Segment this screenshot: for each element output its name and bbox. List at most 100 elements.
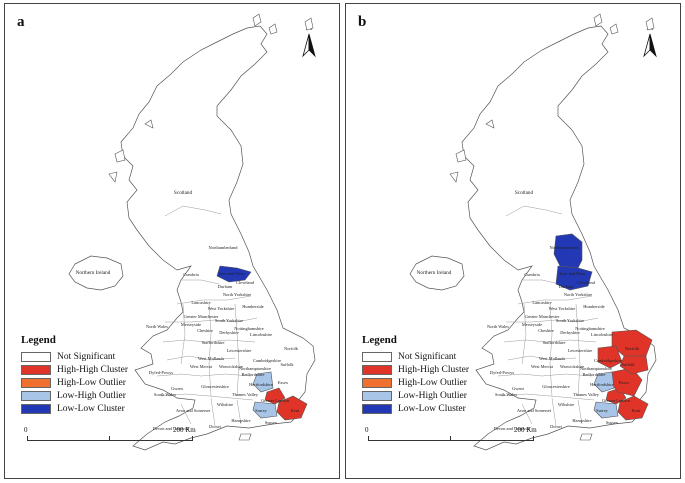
region-border	[165, 317, 258, 323]
region-border	[517, 295, 593, 305]
region-label-hertfordshire: Hertfordshire	[249, 382, 273, 387]
region-border	[236, 399, 242, 425]
scale-max-label: 200 Km	[173, 426, 196, 434]
legend-item: Low-Low Cluster	[362, 402, 532, 415]
legend-label: High-High Cluster	[398, 365, 469, 376]
region-label-north-yorkshire: North Yorkshire	[223, 292, 251, 297]
region-label-thames-valley: Thames Valley	[232, 392, 259, 397]
region-label-bedfordshire: Bedfordshire	[242, 372, 265, 377]
scale-line	[27, 436, 193, 441]
region-label-staffordshire: Staffordshire	[202, 340, 225, 345]
legend-swatch	[362, 403, 392, 414]
region-label-south-wales: South Wales	[154, 392, 176, 397]
legend-label: High-Low Outlier	[398, 377, 467, 388]
region-label-west-midlands: West Midlands	[198, 356, 225, 361]
region-label-suffolk: Suffolk	[280, 362, 294, 367]
legend-label: High-High Cluster	[57, 365, 128, 376]
region-label-devon-and-cornwall: Devon and Cornwall	[153, 426, 190, 431]
region-border	[160, 393, 254, 401]
legend-swatch	[362, 390, 392, 401]
region-label-kent: Kent	[632, 408, 641, 413]
legend-item: Not Significant	[362, 351, 532, 364]
region-label-lancashire: Lancashire	[191, 300, 210, 305]
scale-zero-label: 0	[24, 426, 28, 434]
scale-bar: 0 200 Km	[364, 426, 537, 452]
region-label-derbyshire: Derbyshire	[219, 330, 239, 335]
region-greater-london	[264, 387, 286, 405]
legend-label: Low-High Outlier	[398, 390, 467, 401]
region-label-devon-and-cornwall: Devon and Cornwall	[494, 426, 531, 431]
region-border	[156, 373, 252, 377]
region-label-wiltshire: Wiltshire	[558, 402, 574, 407]
region-label-avon-and-somerset: Avon and Somerset	[176, 408, 211, 413]
region-label-wiltshire: Wiltshire	[217, 402, 233, 407]
region-label-lancashire: Lancashire	[532, 300, 551, 305]
region-label-thames-valley: Thames Valley	[573, 392, 600, 397]
island-shape	[268, 23, 278, 35]
legend-item: Low-Low Cluster	[21, 402, 191, 415]
legend-label: High-Low Outlier	[57, 377, 126, 388]
legend-label: Not Significant	[57, 352, 116, 363]
region-northumberland	[553, 233, 583, 269]
region-label-merseyside: Merseyside	[522, 322, 542, 327]
region-label-leicestershire: Leicestershire	[227, 348, 252, 353]
island-shape	[645, 17, 655, 31]
region-label-west-yorkshire: West Yorkshire	[208, 306, 235, 311]
region-border	[551, 397, 557, 427]
region-label-lincolnshire: Lincolnshire	[250, 332, 272, 337]
scale-tick	[109, 436, 110, 441]
region-border	[521, 403, 533, 425]
legend-label: Low-Low Cluster	[398, 403, 466, 414]
legend: Legend Not Significant High-High Cluster…	[362, 334, 532, 415]
legend-swatch	[21, 403, 51, 414]
region-label-dorset: Dorset	[209, 424, 221, 429]
region-label-surrey: Surrey	[255, 408, 268, 413]
region-label-tyne-and-wear: Tyne and Wear	[218, 271, 245, 276]
legend-label: Low-Low Cluster	[57, 403, 125, 414]
legend-item: High-High Cluster	[362, 364, 532, 377]
northern-ireland-land	[409, 255, 465, 291]
region-label-cumbria: Cumbria	[524, 272, 539, 277]
region-label-gloucestershire: Gloucestershire	[201, 384, 229, 389]
region-label-leicestershire: Leicestershire	[568, 348, 593, 353]
legend-swatch	[21, 365, 51, 376]
legend-item: Low-High Outlier	[21, 389, 191, 402]
region-surrey	[593, 401, 619, 419]
region-label-northern-ireland: Northern Ireland	[76, 270, 111, 276]
legend-swatch	[21, 352, 51, 363]
region-border	[180, 403, 192, 425]
region-label-cumbria: Cumbria	[183, 272, 198, 277]
region-label-warwickshire: Warwickshire	[560, 364, 584, 369]
region-label-northamptonshire: Northamptonshire	[580, 366, 612, 371]
region-label-suffolk: Suffolk	[621, 362, 635, 367]
region-label-greater-london: Greater London	[602, 398, 631, 403]
region-hertfordshire	[593, 371, 615, 393]
region-label-cambridgeshire: Cambridgeshire	[594, 358, 622, 363]
region-label-northumberland: Northumberland	[208, 245, 238, 250]
region-kent	[276, 395, 308, 421]
island-shape	[114, 149, 126, 163]
region-label-norfolk: Norfolk	[284, 346, 299, 351]
region-label-northamptonshire: Northamptonshire	[239, 366, 271, 371]
region-label-north-yorkshire: North Yorkshire	[564, 292, 592, 297]
island-shape	[485, 119, 495, 129]
legend-item: Low-High Outlier	[362, 389, 532, 402]
region-border	[181, 279, 220, 285]
region-durham	[555, 265, 593, 291]
scale-max-label: 200 Km	[514, 426, 537, 434]
region-label-staffordshire: Staffordshire	[543, 340, 566, 345]
region-surrey	[252, 401, 278, 419]
region-label-scotland: Scotland	[515, 190, 534, 196]
region-label-northern-ireland: Northern Ireland	[417, 270, 452, 276]
region-label-west-midlands: West Midlands	[539, 356, 566, 361]
region-label-bedfordshire: Bedfordshire	[583, 372, 606, 377]
great-britain-land	[120, 25, 316, 451]
region-label-humberside: Humberside	[242, 304, 264, 309]
region-label-north-wales: North Wales	[487, 324, 509, 329]
region-label-durham: Durham	[559, 284, 574, 289]
region-label-hampshire: Hampshire	[572, 418, 591, 423]
region-border	[176, 295, 252, 305]
region-label-cambridgeshire: Cambridgeshire	[253, 358, 281, 363]
region-label-greater-manchester: Greater Manchester	[525, 314, 560, 319]
island-shape	[593, 13, 603, 27]
